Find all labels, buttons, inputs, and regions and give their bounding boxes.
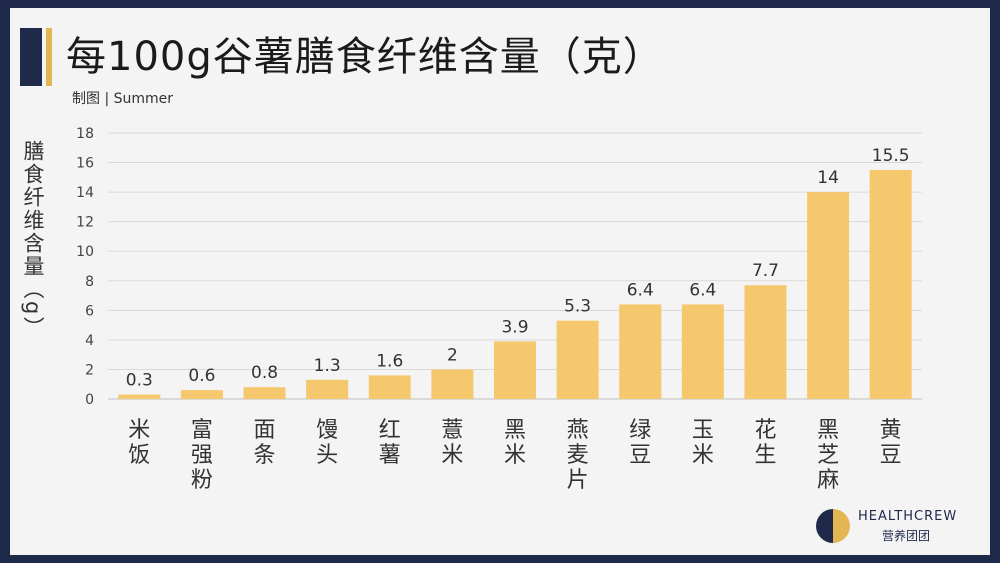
bar	[494, 341, 536, 399]
x-tick-label: 黄豆	[880, 418, 902, 468]
bar	[744, 285, 787, 399]
data-label: 1.3	[314, 356, 341, 376]
brand-icon	[816, 509, 850, 543]
x-tick-label: 燕麦片	[567, 418, 589, 493]
y-tick-label: 4	[85, 333, 94, 349]
x-tick-label: 绿豆	[629, 418, 651, 468]
bar	[556, 320, 599, 399]
y-tick-label: 18	[76, 126, 94, 142]
bar	[180, 390, 223, 399]
brand-name: HEALTHCREW	[858, 509, 958, 524]
bar	[869, 169, 912, 399]
y-tick-label: 16	[76, 156, 94, 172]
y-tick-label: 10	[76, 244, 94, 260]
x-tick-label: 花生	[754, 418, 776, 468]
x-tick-label: 馒头	[316, 418, 338, 468]
data-label: 7.7	[752, 261, 779, 281]
title-accent-gold	[46, 28, 52, 86]
y-tick-label: 0	[85, 392, 94, 408]
bar	[619, 304, 662, 399]
x-tick-label: 红薯	[379, 418, 401, 468]
y-tick-label: 6	[85, 303, 94, 319]
title-accent-dark	[20, 28, 42, 86]
bar	[306, 379, 349, 399]
x-tick-label: 薏米	[441, 418, 463, 468]
x-tick-label: 黑米	[504, 418, 526, 468]
y-tick-label: 14	[76, 185, 94, 201]
bar	[243, 387, 286, 399]
data-label: 2	[447, 345, 458, 365]
x-tick-label: 富强粉	[191, 418, 213, 493]
x-tick-label: 面条	[254, 418, 276, 468]
y-tick-label: 8	[85, 274, 94, 290]
data-label: 3.9	[501, 317, 528, 337]
data-label: 15.5	[872, 146, 910, 166]
bar	[368, 375, 411, 399]
brand-logo: HEALTHCREW 营养团团	[812, 505, 982, 547]
bar	[118, 394, 161, 399]
x-tick-label: 黑芝麻	[817, 418, 839, 493]
y-tick-label: 12	[76, 215, 94, 231]
data-label: 5.3	[564, 297, 591, 317]
bar	[681, 304, 724, 399]
bar	[807, 192, 850, 399]
x-tick-label: 米饭	[128, 418, 150, 468]
brand-subtitle: 营养团团	[882, 529, 931, 543]
bar	[431, 369, 474, 399]
x-tick-label: 玉米	[692, 418, 714, 468]
data-label: 1.6	[376, 351, 403, 371]
data-label: 6.4	[689, 280, 716, 300]
y-tick-label: 2	[85, 362, 94, 378]
data-label: 0.6	[188, 366, 215, 386]
data-label: 0.3	[126, 371, 153, 391]
y-axis-label: 膳食纤维含量（g）	[21, 140, 45, 340]
chart-credit: 制图 | Summer	[72, 91, 174, 107]
data-label: 6.4	[627, 280, 654, 300]
chart-title: 每100g谷薯膳食纤维含量（克）	[66, 34, 664, 80]
data-label: 0.8	[251, 363, 278, 383]
data-label: 14	[817, 168, 839, 188]
